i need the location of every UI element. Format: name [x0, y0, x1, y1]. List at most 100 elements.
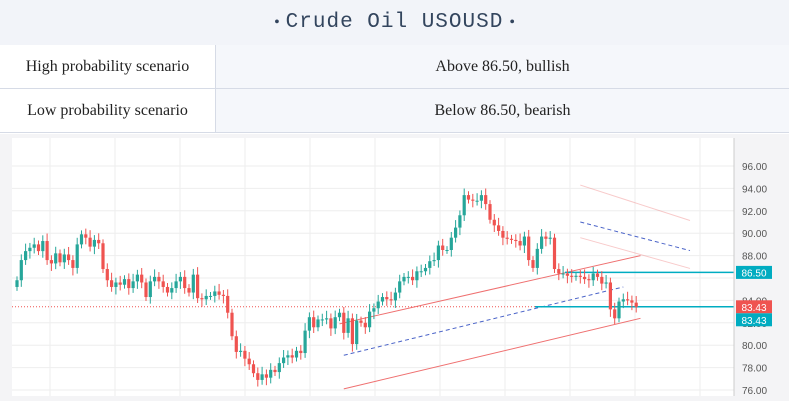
candle-body	[510, 239, 513, 240]
scenario-row-low: Low probability scenario Below 86.50, be…	[0, 89, 789, 133]
candle-body	[351, 318, 354, 344]
candle-body	[592, 274, 595, 281]
candle-body	[67, 254, 70, 260]
candle-body	[15, 280, 18, 287]
candle-body	[415, 271, 418, 280]
candle-body	[265, 374, 268, 377]
candle-body	[218, 291, 221, 294]
candle-body	[192, 275, 195, 293]
candle-body	[114, 282, 117, 286]
candle-body	[596, 274, 599, 277]
candle-body	[433, 260, 436, 261]
candle-body	[278, 363, 281, 372]
candle-body	[282, 358, 285, 364]
candle-body	[97, 240, 100, 243]
candle-body	[622, 299, 625, 301]
candle-body	[484, 195, 487, 204]
candle-body	[187, 288, 190, 292]
price-badge-label: 83.43	[741, 303, 766, 314]
price-tick-label: 78.00	[742, 364, 767, 375]
scenario-value-high: Above 86.50, bullish	[216, 45, 789, 89]
candle-body	[536, 249, 539, 268]
price-badge-label: 83.43	[741, 316, 766, 327]
candle-body	[329, 318, 332, 328]
candle-body	[157, 277, 160, 281]
candle-body	[46, 241, 49, 260]
candle-body	[587, 279, 590, 280]
candle-body	[89, 238, 92, 247]
candle-body	[390, 299, 393, 300]
candle-body	[398, 281, 401, 292]
plot-area	[12, 138, 734, 396]
candle-body	[63, 254, 66, 262]
candle-body	[71, 260, 74, 268]
candle-body	[501, 231, 504, 238]
candle-body	[230, 313, 233, 337]
candle-body	[41, 241, 44, 251]
candle-body	[523, 237, 526, 246]
candle-body	[635, 303, 638, 307]
candle-body	[312, 317, 315, 327]
candle-body	[540, 237, 543, 249]
candle-body	[617, 302, 620, 319]
candle-body	[488, 204, 491, 220]
candle-body	[428, 261, 431, 268]
price-tick-label: 96.00	[742, 162, 767, 173]
candle-body	[80, 234, 83, 244]
candle-body	[170, 288, 173, 292]
candle-body	[119, 282, 122, 284]
candle-body	[605, 282, 608, 283]
candle-body	[574, 276, 577, 277]
candle-body	[579, 276, 582, 277]
scenario-value-low: Below 86.50, bearish	[216, 89, 789, 133]
candle-body	[454, 228, 457, 238]
candle-body	[84, 234, 87, 237]
chart-container: 96.0094.0092.0090.0088.0084.0082.0080.00…	[0, 134, 789, 401]
candle-body	[519, 241, 522, 245]
candle-body	[123, 279, 126, 285]
candle-body	[381, 297, 384, 301]
candle-body	[110, 280, 113, 287]
candle-body	[566, 274, 569, 276]
candle-body	[402, 277, 405, 281]
candle-body	[200, 298, 203, 299]
candle-body	[583, 277, 586, 279]
candle-body	[299, 351, 302, 353]
candle-body	[368, 312, 371, 328]
candle-body	[359, 321, 362, 323]
candle-body	[93, 240, 96, 247]
candle-body	[364, 323, 367, 327]
candle-body	[355, 321, 358, 345]
candle-body	[58, 253, 61, 262]
candle-body	[553, 238, 556, 269]
candle-body	[321, 319, 324, 320]
candle-body	[183, 277, 186, 288]
candle-body	[106, 269, 109, 280]
candle-body	[506, 238, 509, 239]
candle-body	[334, 317, 337, 328]
candle-body	[304, 331, 307, 353]
candle-body	[166, 287, 169, 293]
candle-body	[445, 250, 448, 251]
candle-body	[54, 253, 57, 263]
candle-body	[76, 244, 79, 268]
candle-body	[33, 244, 36, 247]
price-tick-label: 90.00	[742, 229, 767, 240]
candle-body	[493, 220, 496, 226]
scenario-label-high: High probability scenario	[0, 45, 216, 89]
candle-body	[252, 364, 255, 373]
bullet-right-icon: •	[509, 14, 515, 32]
candle-body	[140, 275, 143, 283]
price-tick-label: 92.00	[742, 207, 767, 218]
candle-body	[316, 319, 319, 327]
candle-body	[458, 215, 461, 227]
price-tick-label: 88.00	[742, 252, 767, 263]
candle-body	[407, 277, 410, 278]
candle-body	[570, 276, 573, 277]
candle-body	[531, 260, 534, 268]
candle-body	[630, 300, 633, 302]
candle-body	[136, 275, 139, 282]
candle-body	[476, 201, 479, 202]
page-title: Crude Oil USOUSD	[286, 11, 504, 34]
candle-body	[342, 313, 345, 333]
